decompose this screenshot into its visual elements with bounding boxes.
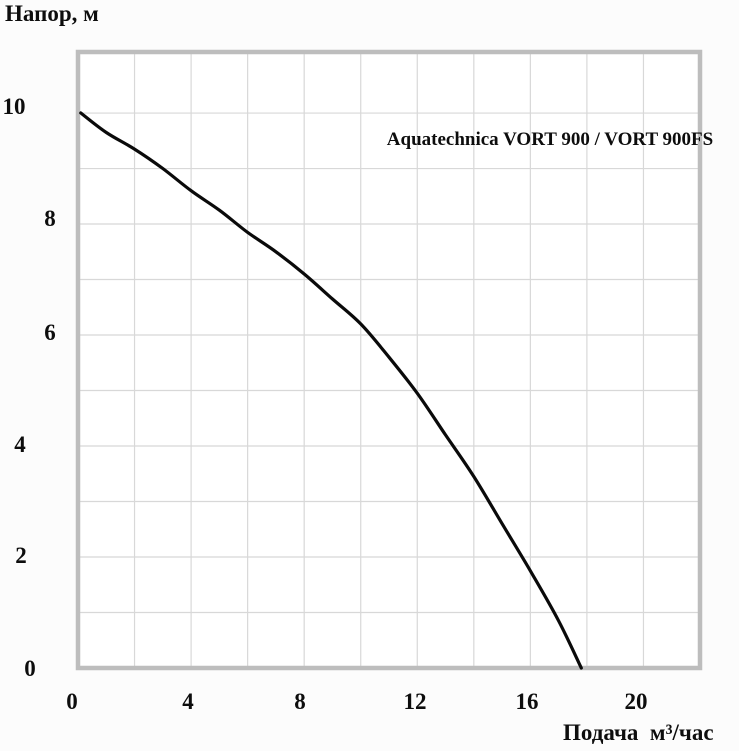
plot-frame [75, 49, 703, 671]
x-tick-label: 8 [294, 689, 306, 714]
y-tick-label: 0 [24, 656, 36, 681]
x-tick-label: 20 [624, 689, 648, 714]
y-tick-label: 2 [15, 543, 27, 568]
x-axis-title: Подача м³/час [563, 720, 714, 745]
series-annotation: Aquatechnica VORT 900 / VORT 900FS [386, 129, 714, 150]
x-tick-label: 12 [403, 689, 427, 714]
plot-background [78, 52, 700, 668]
x-tick-label: 4 [182, 689, 194, 714]
gridlines [78, 52, 700, 668]
y-tick-label: 8 [44, 206, 56, 231]
x-tick-label: 16 [515, 689, 539, 714]
pump-curve [79, 111, 583, 670]
y-axis-title: Напор, м [5, 1, 99, 26]
x-tick-label: 0 [66, 689, 78, 714]
y-tick-label: 4 [14, 432, 26, 457]
y-tick-label: 6 [44, 320, 56, 345]
y-tick-label: 10 [2, 94, 26, 119]
